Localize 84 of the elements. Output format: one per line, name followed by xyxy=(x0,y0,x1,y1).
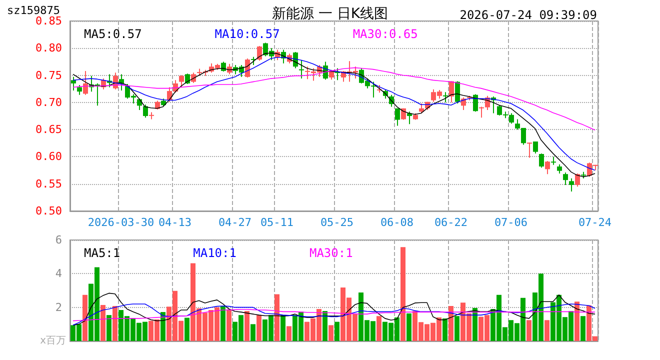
x-tick-label: 06-08 xyxy=(380,216,414,229)
candlestick xyxy=(563,172,568,186)
candlestick xyxy=(143,104,148,118)
candlestick xyxy=(257,45,262,62)
y-tick-label: 6 xyxy=(55,234,62,246)
candlestick xyxy=(545,160,550,175)
candlestick xyxy=(527,142,532,158)
bar xyxy=(472,308,478,341)
candlestick xyxy=(473,94,478,112)
bar xyxy=(526,320,532,341)
bar xyxy=(286,326,292,341)
candlestick xyxy=(395,108,400,126)
x-tick-label: 05-25 xyxy=(320,216,354,229)
bar xyxy=(544,320,550,341)
candlestick xyxy=(149,112,154,120)
line-series xyxy=(72,67,596,131)
text: MA5:0.57 xyxy=(84,27,142,41)
bar xyxy=(100,304,106,341)
candlestick xyxy=(575,173,580,188)
x-tick-label: 05-11 xyxy=(260,216,294,229)
candlestick xyxy=(479,106,484,118)
bar xyxy=(82,294,88,341)
bar xyxy=(250,324,256,341)
line-series xyxy=(72,292,596,326)
chart-title: 新能源 一 日K线图 xyxy=(272,6,388,22)
x-tick-label: 2026-03-30 xyxy=(88,216,154,229)
bar xyxy=(376,316,382,341)
x-tick-label: 07-24 xyxy=(578,216,612,229)
y-tick-label: 0.70 xyxy=(36,96,62,109)
x-tick-label: 07-06 xyxy=(494,216,528,229)
y-tick-label: 0.80 xyxy=(36,42,62,55)
bar xyxy=(406,313,412,341)
bar xyxy=(454,316,460,341)
y-tick-label: 0.55 xyxy=(36,177,62,190)
candlestick xyxy=(443,92,448,103)
text: MA5:1 xyxy=(84,246,120,260)
candlestick xyxy=(335,68,340,81)
bar xyxy=(244,311,250,341)
text: MA30:1 xyxy=(309,246,353,260)
bar xyxy=(580,316,586,341)
candlestick xyxy=(77,84,82,96)
bar xyxy=(226,309,232,341)
candlestick xyxy=(569,178,574,192)
bar xyxy=(322,311,328,341)
y-tick-label: 0.65 xyxy=(36,123,62,136)
y-tick-label: 4 xyxy=(55,267,62,280)
candlestick xyxy=(539,152,544,168)
line-series xyxy=(72,308,596,322)
bar xyxy=(442,318,448,341)
bar xyxy=(274,294,280,341)
bar xyxy=(112,306,118,341)
candlestick xyxy=(557,164,562,174)
bar xyxy=(334,322,340,341)
candlestick xyxy=(551,156,556,166)
series-label: MA10:0.57 xyxy=(214,27,280,41)
candlestick xyxy=(179,74,184,88)
y-tick-label: 0.75 xyxy=(36,68,62,82)
annotation: 2026-07-24 09:39:09 xyxy=(460,8,598,22)
candlestick xyxy=(533,141,538,154)
x-tick-label: 04-13 xyxy=(158,216,192,229)
bar xyxy=(574,302,580,341)
text: MA30:0.65 xyxy=(352,27,418,41)
y-tick-label: 0.85 xyxy=(36,14,62,28)
line-series xyxy=(72,304,596,326)
candlestick xyxy=(71,76,76,91)
bar xyxy=(160,312,166,341)
chart-subtitle: sz159875 xyxy=(7,4,60,17)
x-tick-label: 04-27 xyxy=(218,216,252,229)
text: MA10:1 xyxy=(193,246,236,260)
candlestick xyxy=(299,60,304,80)
candlestick xyxy=(455,80,460,104)
bar xyxy=(328,325,334,341)
bar xyxy=(280,315,286,341)
x-tick-label: 06-22 xyxy=(434,216,468,229)
bar xyxy=(448,306,454,341)
y-tick-label: 0.60 xyxy=(36,150,62,164)
y-tick-label: 2 xyxy=(55,300,62,314)
bar xyxy=(184,318,190,341)
bar xyxy=(220,306,226,341)
bar xyxy=(106,315,112,341)
y-axis-title: x百万 xyxy=(40,336,66,346)
y-tick-label: 0.50 xyxy=(36,204,62,218)
bar xyxy=(400,247,406,341)
bar xyxy=(256,315,262,341)
